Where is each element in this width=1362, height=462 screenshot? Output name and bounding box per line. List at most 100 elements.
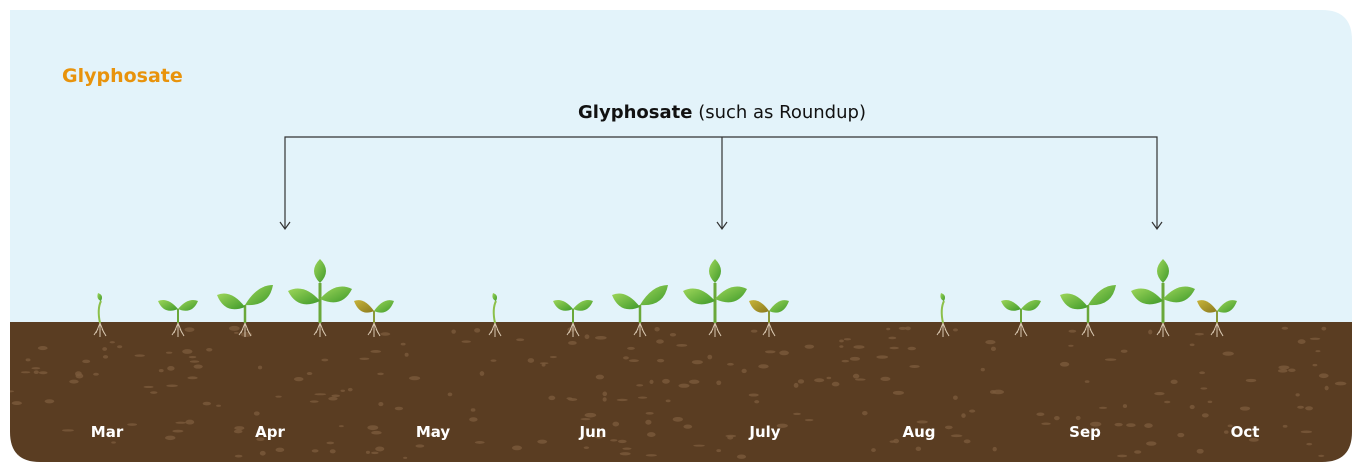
speck (585, 413, 597, 418)
speck (888, 337, 896, 340)
speck (310, 400, 319, 402)
speck (409, 376, 420, 380)
speck (150, 391, 157, 394)
speck (471, 408, 476, 411)
speck (1126, 423, 1135, 427)
month-label: Apr (255, 423, 285, 441)
speck (716, 449, 721, 452)
speck (1117, 455, 1127, 458)
speck (216, 405, 221, 407)
speck (670, 333, 676, 336)
speck (814, 378, 824, 382)
speck (678, 384, 689, 388)
speck (117, 345, 122, 348)
speck (206, 348, 212, 351)
speck (189, 356, 197, 358)
speck (370, 350, 381, 353)
speck (38, 346, 48, 350)
speck (1335, 382, 1347, 386)
speck (1068, 345, 1073, 347)
speck (234, 430, 243, 434)
speck (623, 356, 629, 359)
speck (737, 454, 746, 458)
speck (749, 393, 759, 396)
speck (909, 365, 919, 368)
heading-bold: Glyphosate (578, 102, 692, 123)
speck (34, 370, 39, 374)
speck (742, 369, 747, 373)
speck (548, 396, 555, 400)
speck (395, 407, 403, 410)
speck (366, 451, 370, 454)
speck (312, 449, 319, 452)
speck (1202, 413, 1209, 417)
speck (656, 339, 664, 343)
speck (165, 436, 175, 440)
speck (11, 454, 20, 457)
speck (194, 365, 203, 369)
speck (480, 371, 485, 376)
speck (378, 402, 383, 406)
speck (850, 357, 860, 361)
speck (584, 446, 589, 449)
speck (275, 396, 282, 398)
speck (229, 326, 240, 331)
speck (1190, 405, 1195, 409)
speck (371, 452, 379, 455)
speck (793, 413, 801, 415)
speck (1041, 423, 1051, 425)
speck (798, 379, 804, 383)
speck (953, 328, 958, 331)
speck (1224, 430, 1229, 433)
speck (474, 328, 480, 333)
speck (1319, 373, 1329, 378)
speck (1318, 455, 1324, 457)
speck (839, 339, 844, 342)
speck (676, 344, 687, 347)
speck (367, 425, 378, 430)
speck (899, 327, 907, 330)
speck (964, 439, 971, 443)
speck (1146, 441, 1156, 445)
speck (602, 392, 607, 397)
speck (26, 358, 31, 361)
speck (340, 390, 345, 392)
speck (568, 341, 577, 345)
speck (1171, 380, 1178, 384)
speck (618, 440, 627, 443)
speck (254, 411, 260, 415)
speck (1199, 371, 1205, 374)
speck (380, 332, 390, 335)
speck (314, 393, 326, 395)
speck (1208, 401, 1213, 403)
month-label: Jun (579, 423, 607, 441)
speck (187, 376, 197, 379)
speck (805, 345, 814, 349)
speck (647, 432, 656, 437)
month-label: Aug (902, 423, 935, 441)
speck (779, 350, 789, 355)
speck (908, 347, 916, 350)
speck (629, 359, 639, 362)
heading-rest: (such as Roundup) (698, 102, 866, 123)
speck (1222, 351, 1233, 355)
speck (1306, 443, 1312, 446)
speck (654, 327, 659, 331)
speck (1200, 387, 1207, 389)
speck (603, 397, 607, 401)
speck (186, 420, 195, 425)
speck (893, 391, 904, 395)
speck (610, 439, 618, 441)
speck (1282, 327, 1289, 330)
speck (751, 330, 758, 333)
speck (1297, 406, 1304, 409)
speck (580, 418, 590, 420)
speck (326, 442, 334, 445)
speck (716, 380, 721, 385)
speck (945, 426, 953, 430)
speck (617, 399, 628, 401)
speck (1283, 425, 1288, 428)
speck (981, 368, 985, 371)
speck (82, 360, 90, 364)
speck (832, 382, 840, 387)
